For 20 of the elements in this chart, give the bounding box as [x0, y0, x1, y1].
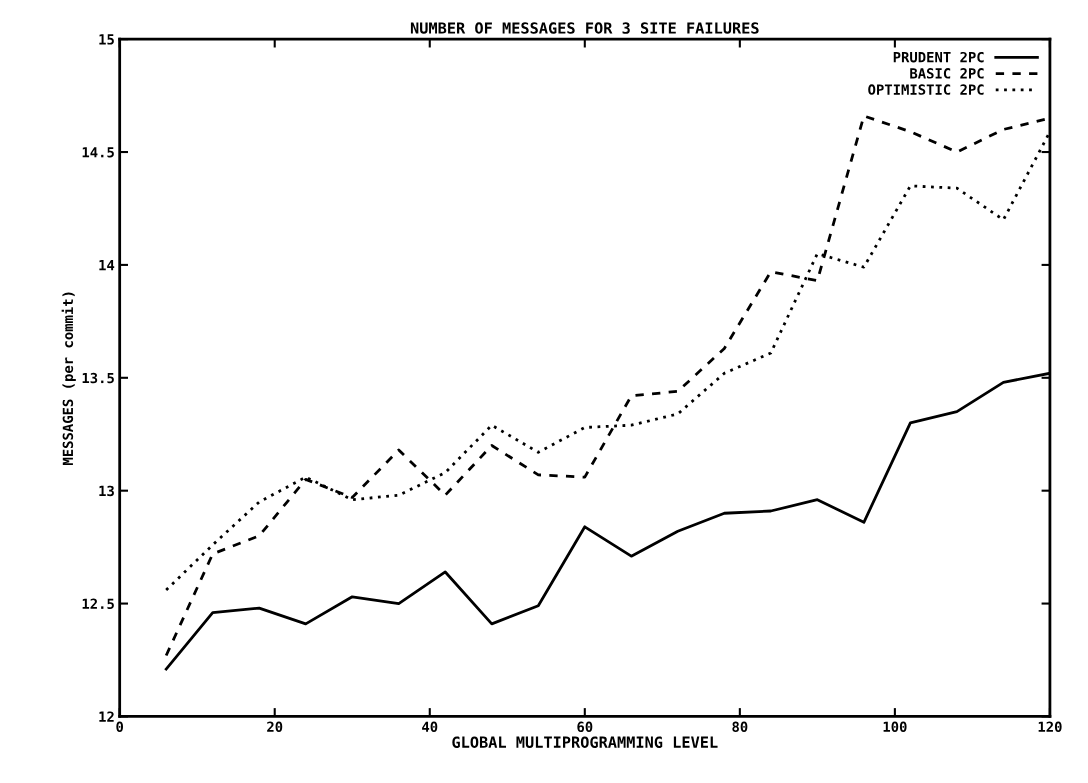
x-tick-label: 20	[267, 721, 283, 733]
y-tick-label: 14.5	[82, 147, 114, 158]
y-tick-label: 12	[99, 711, 114, 722]
y-tick-label: 13	[99, 485, 114, 497]
y-tick-label: 12.5	[82, 598, 114, 610]
legend-label: OPTIMISTIC 2PC	[868, 84, 984, 95]
y-tick-label: 13.5	[82, 372, 114, 384]
x-tick-label: 80	[732, 721, 748, 733]
x-tick-label: 100	[883, 721, 907, 733]
legend-label: PRUDENT 2PC	[893, 51, 984, 63]
y-tick-label: 15	[99, 34, 114, 45]
y-axis-title: MESSAGES (per commit)	[61, 292, 76, 466]
legend-label: BASIC 2PC	[910, 68, 984, 79]
x-tick-label: 0	[116, 721, 124, 733]
x-tick-label: 40	[422, 721, 438, 733]
chart-title: NUMBER OF MESSAGES FOR 3 SITE FAILURES	[410, 22, 759, 34]
x-tick-label: 120	[1038, 721, 1062, 733]
x-axis-title: GLOBAL MULTIPROGRAMMING LEVEL	[452, 736, 718, 748]
x-tick-label: 60	[577, 721, 593, 733]
y-tick-label: 14	[99, 260, 115, 271]
